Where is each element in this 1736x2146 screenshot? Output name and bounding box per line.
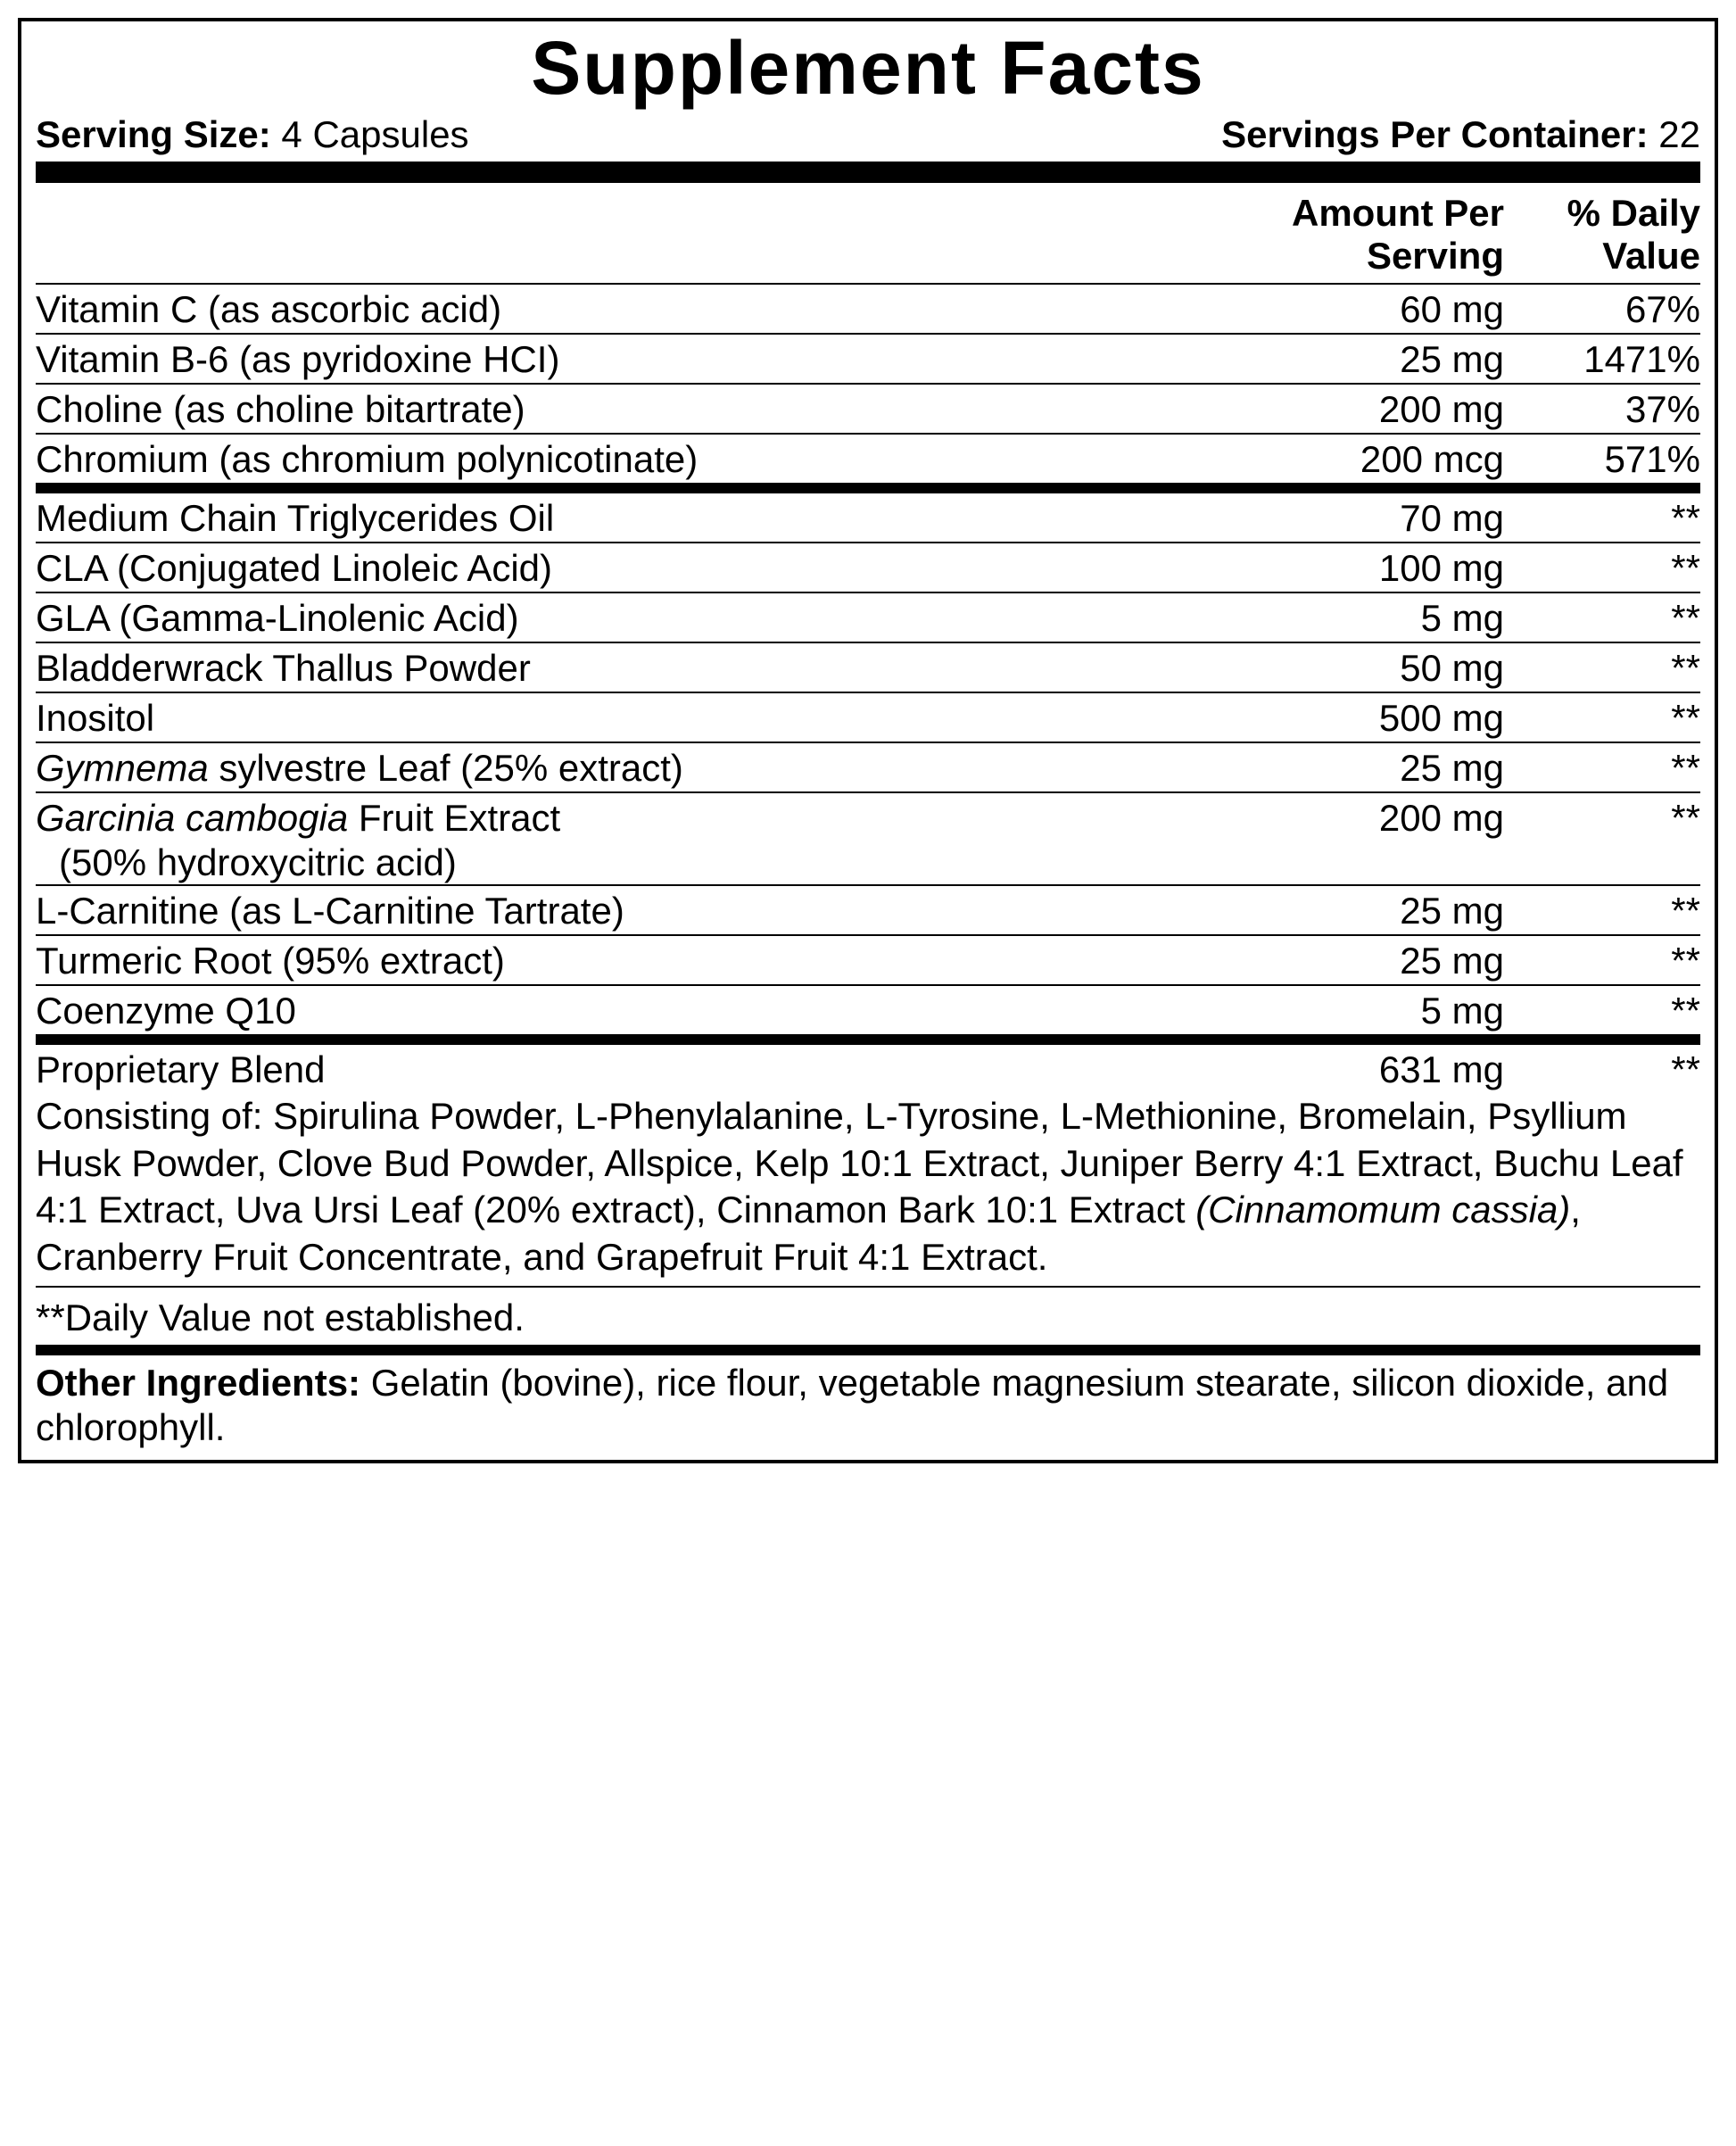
- nutrient-amount: 60 mg: [1228, 288, 1504, 331]
- nutrient-amount: 50 mg: [1228, 647, 1504, 690]
- nutrient-dv: **: [1504, 990, 1700, 1032]
- nutrient-name: Vitamin B-6 (as pyridoxine HCI): [36, 338, 1228, 381]
- nutrient-amount: 5 mg: [1228, 990, 1504, 1032]
- header-dv: % Daily Value: [1504, 192, 1700, 278]
- nutrient-amount: 25 mg: [1228, 747, 1504, 790]
- nutrient-dv: **: [1504, 697, 1700, 740]
- serving-size-label: Serving Size:: [36, 113, 271, 155]
- serving-size-value: 4 Capsules: [271, 113, 469, 155]
- divider: [36, 1345, 1700, 1355]
- nutrient-row: Medium Chain Triglycerides Oil70 mg**: [36, 493, 1700, 542]
- blend-dv: **: [1504, 1048, 1700, 1091]
- servings-per-container: Servings Per Container: 22: [1221, 113, 1700, 156]
- nutrient-name: CLA (Conjugated Linoleic Acid): [36, 547, 1228, 590]
- nutrients-no-dv-a: Medium Chain Triglycerides Oil70 mg**CLA…: [36, 493, 1700, 743]
- nutrient-amount: 200 mg: [1228, 797, 1504, 840]
- nutrient-name: L-Carnitine (as L-Carnitine Tartrate): [36, 890, 1228, 932]
- nutrient-row-gymnema: Gymnema sylvestre Leaf (25% extract) 25 …: [36, 743, 1700, 791]
- nutrient-amount: 70 mg: [1228, 497, 1504, 540]
- garcinia-rest: Fruit Extract: [348, 797, 560, 839]
- nutrient-amount: 200 mg: [1228, 388, 1504, 431]
- nutrient-row: L-Carnitine (as L-Carnitine Tartrate)25 …: [36, 886, 1700, 934]
- blend-name: Proprietary Blend: [36, 1048, 1228, 1091]
- nutrient-dv: 1471%: [1504, 338, 1700, 381]
- nutrient-row: Vitamin C (as ascorbic acid)60 mg67%: [36, 285, 1700, 333]
- nutrients-no-dv-b: L-Carnitine (as L-Carnitine Tartrate)25 …: [36, 886, 1700, 1034]
- nutrient-name: Chromium (as chromium polynicotinate): [36, 438, 1228, 481]
- nutrient-row: Bladderwrack Thallus Powder50 mg**: [36, 643, 1700, 692]
- nutrient-row: Inositol500 mg**: [36, 693, 1700, 742]
- nutrient-dv: 571%: [1504, 438, 1700, 481]
- nutrient-dv: **: [1504, 497, 1700, 540]
- nutrient-name: Bladderwrack Thallus Powder: [36, 647, 1228, 690]
- nutrient-dv: 67%: [1504, 288, 1700, 331]
- divider: [36, 483, 1700, 493]
- nutrient-row-garcinia: Garcinia cambogia Fruit Extract 200 mg *…: [36, 793, 1700, 841]
- garcinia-subline: (50% hydroxycitric acid): [36, 841, 1700, 884]
- nutrient-amount: 25 mg: [1228, 890, 1504, 932]
- nutrients-with-dv: Vitamin C (as ascorbic acid)60 mg67%Vita…: [36, 285, 1700, 483]
- nutrient-dv: **: [1504, 890, 1700, 932]
- nutrient-name: GLA (Gamma-Linolenic Acid): [36, 597, 1228, 640]
- column-headers: Amount Per Serving % Daily Value: [36, 183, 1700, 283]
- nutrient-name: Coenzyme Q10: [36, 990, 1228, 1032]
- nutrient-amount: 100 mg: [1228, 547, 1504, 590]
- nutrient-row: Coenzyme Q105 mg**: [36, 986, 1700, 1034]
- supplement-facts-panel: Supplement Facts Serving Size: 4 Capsule…: [18, 18, 1718, 1463]
- nutrient-row: CLA (Conjugated Linoleic Acid)100 mg**: [36, 543, 1700, 592]
- proprietary-blend-row: Proprietary Blend 631 mg **: [36, 1045, 1700, 1093]
- divider: [36, 1034, 1700, 1045]
- nutrient-dv: 37%: [1504, 388, 1700, 431]
- nutrient-name: Vitamin C (as ascorbic acid): [36, 288, 1228, 331]
- dv-footnote: **Daily Value not established.: [36, 1288, 1700, 1345]
- blend-description: Consisting of: Spirulina Powder, L-Pheny…: [36, 1093, 1700, 1286]
- gymnema-genus: Gymnema: [36, 747, 209, 789]
- nutrient-amount: 500 mg: [1228, 697, 1504, 740]
- header-amount: Amount Per Serving: [1228, 192, 1504, 278]
- panel-title: Supplement Facts: [36, 25, 1700, 112]
- nutrient-amount: 5 mg: [1228, 597, 1504, 640]
- nutrient-dv: **: [1504, 797, 1700, 840]
- nutrient-dv: **: [1504, 940, 1700, 982]
- servings-per-value: 22: [1649, 113, 1700, 155]
- garcinia-binomial: Garcinia cambogia: [36, 797, 348, 839]
- other-ingredients-label: Other Ingredients:: [36, 1362, 371, 1404]
- nutrient-name: Turmeric Root (95% extract): [36, 940, 1228, 982]
- serving-row: Serving Size: 4 Capsules Servings Per Co…: [36, 113, 1700, 156]
- nutrient-dv: **: [1504, 547, 1700, 590]
- nutrient-name: Inositol: [36, 697, 1228, 740]
- serving-size: Serving Size: 4 Capsules: [36, 113, 469, 156]
- gymnema-rest: sylvestre Leaf (25% extract): [209, 747, 683, 789]
- nutrient-dv: **: [1504, 597, 1700, 640]
- nutrient-amount: 25 mg: [1228, 940, 1504, 982]
- nutrient-row: GLA (Gamma-Linolenic Acid)5 mg**: [36, 593, 1700, 642]
- blend-amount: 631 mg: [1228, 1048, 1504, 1091]
- nutrient-dv: **: [1504, 647, 1700, 690]
- nutrient-row: Vitamin B-6 (as pyridoxine HCI)25 mg1471…: [36, 335, 1700, 383]
- nutrient-amount: 200 mcg: [1228, 438, 1504, 481]
- nutrient-row: Turmeric Root (95% extract)25 mg**: [36, 936, 1700, 984]
- servings-per-label: Servings Per Container:: [1221, 113, 1648, 155]
- nutrient-row: Chromium (as chromium polynicotinate)200…: [36, 435, 1700, 483]
- nutrient-row: Choline (as choline bitartrate)200 mg37%: [36, 385, 1700, 433]
- nutrient-name: Medium Chain Triglycerides Oil: [36, 497, 1228, 540]
- nutrient-name: Choline (as choline bitartrate): [36, 388, 1228, 431]
- other-ingredients: Other Ingredients: Gelatin (bovine), ric…: [36, 1355, 1700, 1451]
- divider: [36, 162, 1700, 183]
- nutrient-amount: 25 mg: [1228, 338, 1504, 381]
- nutrient-dv: **: [1504, 747, 1700, 790]
